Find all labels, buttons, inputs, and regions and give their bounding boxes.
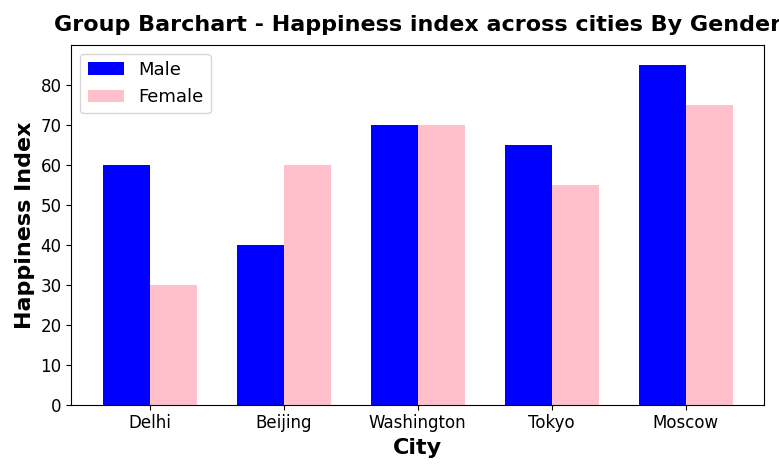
Bar: [103, 165, 150, 405]
Bar: [505, 145, 552, 405]
X-axis label: City: City: [393, 438, 442, 458]
Bar: [150, 285, 196, 405]
Bar: [418, 125, 464, 405]
Bar: [552, 185, 598, 405]
Title: Group Barchart - Happiness index across cities By Gender: Group Barchart - Happiness index across …: [54, 15, 779, 35]
Bar: [686, 105, 732, 405]
Bar: [284, 165, 330, 405]
Legend: Male, Female: Male, Female: [80, 54, 210, 114]
Y-axis label: Happiness Index: Happiness Index: [15, 121, 35, 329]
Bar: [371, 125, 418, 405]
Bar: [237, 245, 284, 405]
Bar: [639, 65, 686, 405]
